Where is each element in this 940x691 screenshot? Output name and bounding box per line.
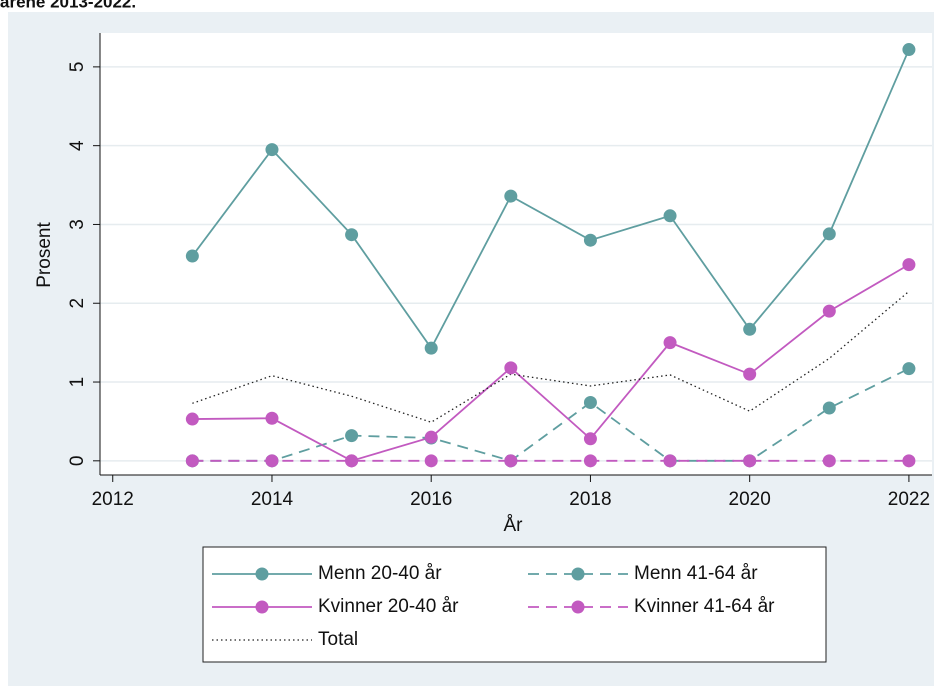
legend-label: Menn 41-64 år: [634, 563, 758, 584]
point: [504, 361, 518, 375]
chart-title: årene 2013-2022.: [0, 0, 136, 11]
point: [743, 454, 757, 468]
legend-label: Kvinner 41-64 år: [634, 596, 775, 617]
point: [663, 454, 677, 468]
point: [583, 454, 597, 468]
x-tick-label: 2014: [251, 489, 294, 510]
y-tick-label: 3: [67, 219, 88, 230]
y-tick-label: 1: [67, 377, 88, 388]
legend: [202, 546, 827, 663]
legend-marker: [255, 600, 269, 614]
point: [265, 411, 279, 425]
point: [902, 258, 916, 272]
point: [504, 454, 518, 468]
point: [583, 396, 597, 410]
x-tick-label: 2012: [92, 489, 134, 510]
point: [265, 143, 279, 157]
y-tick-label: 0: [67, 456, 88, 467]
x-tick-label: 2018: [569, 489, 611, 510]
x-axis-label: År: [504, 515, 524, 536]
point: [424, 454, 438, 468]
point: [424, 430, 438, 444]
series-line: [192, 367, 910, 462]
legend-marker: [255, 567, 269, 581]
point: [902, 43, 916, 57]
point: [663, 209, 677, 223]
point: [345, 429, 359, 443]
series-line: [192, 263, 910, 462]
point: [663, 336, 677, 350]
point: [504, 189, 518, 203]
point: [185, 412, 199, 426]
plot-area: [100, 33, 932, 475]
point: [822, 401, 836, 415]
point: [265, 454, 279, 468]
point: [185, 249, 199, 263]
point: [902, 362, 916, 376]
legend-label: Menn 20-40 år: [318, 563, 442, 584]
series-line: [191, 49, 910, 350]
y-tick-label: 4: [67, 140, 88, 151]
x-tick-label: 2016: [410, 489, 452, 510]
point: [345, 454, 359, 468]
point: [902, 454, 916, 468]
x-tick-label: 2022: [888, 489, 930, 510]
y-axis-label: Prosent: [34, 222, 55, 288]
y-tick-label: 2: [67, 298, 88, 309]
point: [185, 454, 199, 468]
legend-marker: [571, 567, 585, 581]
y-tick-label: 5: [67, 62, 88, 73]
point: [822, 227, 836, 241]
point: [583, 432, 597, 446]
x-tick-label: 2020: [729, 489, 771, 510]
point: [743, 367, 757, 381]
series-line: [192, 290, 910, 423]
point: [822, 454, 836, 468]
legend-label: Kvinner 20-40 år: [318, 596, 459, 617]
point: [583, 233, 597, 247]
legend-label: Total: [318, 629, 358, 650]
point: [345, 228, 359, 242]
point: [743, 322, 757, 336]
point: [424, 341, 438, 355]
legend-marker: [571, 600, 585, 614]
point: [822, 304, 836, 318]
